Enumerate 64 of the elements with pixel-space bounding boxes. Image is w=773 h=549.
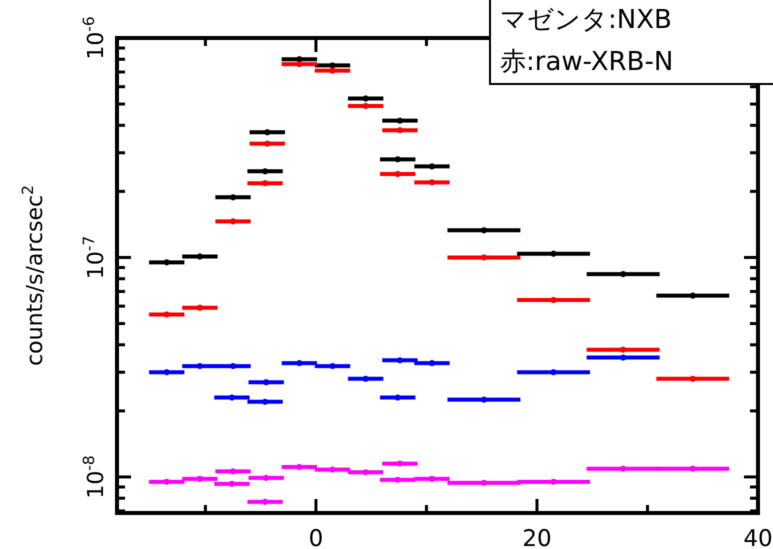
x-tick-label: 20: [522, 526, 552, 549]
point: [394, 156, 401, 162]
point: [263, 379, 270, 386]
point: [164, 369, 170, 376]
point: [394, 170, 401, 178]
point: [620, 271, 626, 278]
point: [196, 362, 203, 370]
point: [230, 362, 236, 370]
annotation: 赤:raw-XRB-N: [500, 47, 674, 77]
point: [296, 464, 302, 470]
point: [690, 376, 696, 382]
point: [362, 95, 369, 102]
point: [230, 218, 236, 224]
point: [228, 394, 236, 401]
point: [262, 398, 268, 405]
point: [296, 61, 302, 68]
point: [394, 476, 401, 483]
point: [196, 253, 203, 260]
point: [428, 360, 436, 366]
point: [362, 376, 369, 382]
x-tick-label: 40: [743, 526, 773, 549]
x-tick-label: 0: [308, 526, 324, 549]
point: [362, 102, 369, 110]
point: [164, 259, 170, 266]
point: [550, 250, 557, 257]
point: [620, 346, 626, 353]
point: [362, 469, 369, 476]
point: [396, 127, 404, 134]
point: [690, 292, 696, 299]
point: [262, 498, 268, 505]
point: [428, 476, 436, 482]
point: [550, 369, 557, 376]
point: [264, 129, 270, 136]
point: [228, 480, 236, 487]
point: [620, 354, 626, 361]
point: [550, 296, 557, 304]
point: [262, 168, 268, 174]
point: [263, 474, 270, 481]
point: [480, 480, 488, 486]
point: [329, 62, 336, 69]
point: [230, 468, 236, 474]
point: [480, 227, 488, 234]
point: [396, 460, 404, 467]
text: マゼンタ:NXB: [500, 5, 672, 35]
point: [262, 180, 268, 186]
point: [329, 68, 336, 74]
point: [394, 394, 401, 401]
point: [480, 254, 488, 261]
point: [230, 194, 236, 200]
point: [264, 140, 270, 147]
point: [196, 304, 203, 311]
point: [164, 478, 170, 485]
point: [329, 362, 336, 370]
point: [164, 311, 170, 318]
point: [480, 396, 488, 403]
point: [396, 357, 404, 364]
point: [196, 476, 203, 482]
point: [428, 179, 436, 186]
point: [690, 466, 696, 472]
point: [428, 163, 436, 170]
point: [620, 466, 626, 472]
point: [550, 478, 557, 485]
point: [329, 466, 336, 473]
point: [396, 118, 404, 124]
